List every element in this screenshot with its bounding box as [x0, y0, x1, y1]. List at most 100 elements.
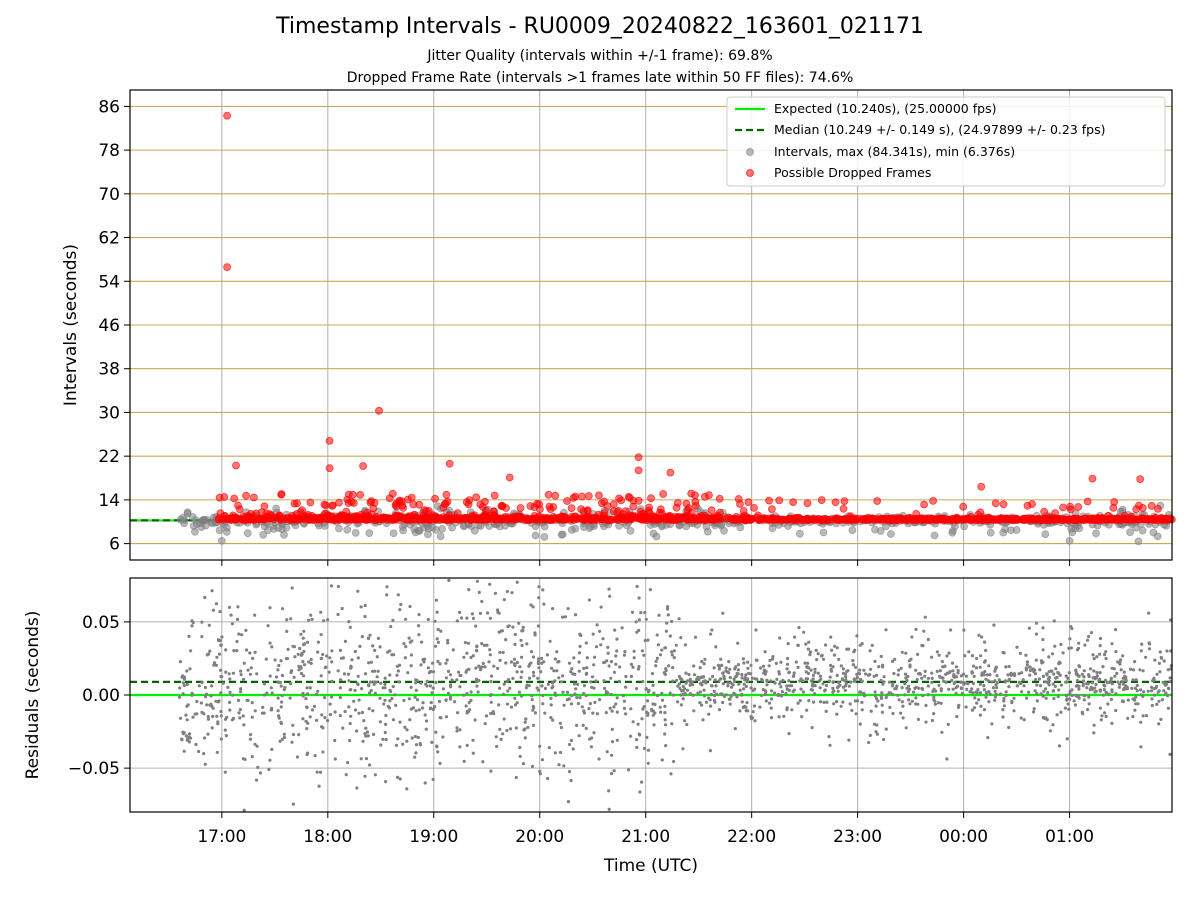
residual-point — [577, 660, 581, 664]
residual-point — [483, 722, 487, 726]
residual-point — [629, 674, 634, 679]
residual-point — [1103, 678, 1108, 682]
residual-point — [743, 704, 747, 708]
residual-point — [251, 656, 255, 661]
residual-point — [326, 719, 330, 723]
residual-point — [590, 675, 595, 679]
residual-point — [280, 694, 284, 698]
interval-point — [343, 525, 352, 534]
residual-point — [1041, 694, 1045, 698]
residual-point — [635, 584, 639, 589]
residual-point — [1144, 714, 1149, 718]
residual-point — [808, 650, 813, 654]
residual-point — [462, 759, 466, 764]
residual-point — [1025, 660, 1029, 664]
residual-point — [521, 762, 526, 766]
residual-point — [853, 665, 858, 669]
residual-point — [1048, 729, 1052, 733]
residual-point — [934, 689, 938, 693]
residual-point — [1056, 694, 1060, 699]
residual-point — [738, 688, 742, 692]
residual-point — [964, 674, 969, 678]
dropped-frame-point — [775, 496, 784, 505]
residual-point — [574, 687, 578, 691]
residual-point — [235, 649, 239, 653]
residual-point — [414, 751, 418, 755]
residual-point — [431, 686, 435, 690]
residual-point — [699, 675, 703, 679]
residual-point — [270, 691, 274, 695]
interval-point — [930, 531, 939, 540]
residual-point — [360, 710, 364, 715]
residual-point — [214, 663, 218, 667]
residual-point — [470, 612, 474, 616]
residual-point — [1165, 682, 1169, 686]
dropped-frame-point — [530, 515, 538, 524]
dropped-frame-point — [1136, 475, 1145, 484]
residual-point — [280, 737, 284, 742]
residual-point — [285, 618, 289, 622]
residual-point — [512, 662, 517, 666]
residual-point — [310, 708, 315, 712]
residual-point — [1131, 697, 1135, 701]
residual-point — [960, 691, 964, 696]
residual-point — [914, 627, 918, 632]
residual-point — [253, 650, 257, 655]
residual-point — [1075, 648, 1080, 652]
residual-point — [622, 653, 627, 657]
residual-point — [1102, 653, 1107, 657]
residual-point — [1044, 696, 1048, 700]
residual-point — [860, 708, 864, 712]
residual-point — [221, 681, 225, 685]
dropped-frame-point — [1023, 501, 1032, 510]
dropped-frame-point — [382, 516, 391, 524]
residual-point — [523, 720, 527, 724]
residual-point — [657, 613, 661, 617]
residual-point — [1035, 683, 1039, 687]
residual-point — [1122, 670, 1126, 674]
residual-point — [799, 687, 803, 691]
dropped-frame-point — [256, 514, 265, 523]
residual-point — [559, 726, 564, 730]
residual-point — [541, 694, 545, 698]
residual-point — [541, 588, 545, 592]
residual-point — [930, 671, 934, 675]
residual-point — [458, 673, 462, 678]
residual-point — [930, 655, 934, 659]
residual-point — [588, 702, 593, 706]
residual-point — [1068, 697, 1072, 701]
residual-point — [195, 699, 199, 704]
residual-point — [282, 735, 286, 740]
residual-point — [509, 705, 514, 709]
residual-point — [214, 699, 218, 703]
residual-point — [864, 672, 868, 676]
dropped-frame-point — [430, 513, 439, 522]
residual-point — [187, 740, 191, 744]
residual-point — [907, 687, 912, 692]
dropped-frame-point — [375, 406, 383, 415]
dropped-frame-point — [1121, 514, 1130, 523]
residual-point — [288, 696, 292, 700]
residual-point — [188, 736, 193, 740]
residual-point — [553, 657, 557, 661]
residual-point — [430, 691, 434, 695]
residual-point — [674, 643, 678, 647]
residual-point — [926, 637, 930, 642]
residual-point — [792, 688, 796, 692]
residual-point — [276, 668, 280, 672]
residual-point — [607, 807, 611, 812]
residual-point — [450, 678, 454, 682]
residual-point — [289, 617, 293, 621]
residual-point — [521, 625, 525, 630]
residual-point — [863, 694, 867, 698]
residual-point — [518, 745, 522, 750]
residual-point — [688, 683, 692, 687]
residual-point — [990, 722, 994, 726]
residual-point — [537, 596, 541, 600]
residual-point — [1077, 696, 1081, 700]
residual-point — [299, 653, 303, 657]
residual-point — [190, 619, 194, 623]
residual-point — [320, 656, 324, 661]
residuals-y-tick-label: 0.00 — [82, 686, 120, 706]
residual-point — [527, 676, 532, 680]
